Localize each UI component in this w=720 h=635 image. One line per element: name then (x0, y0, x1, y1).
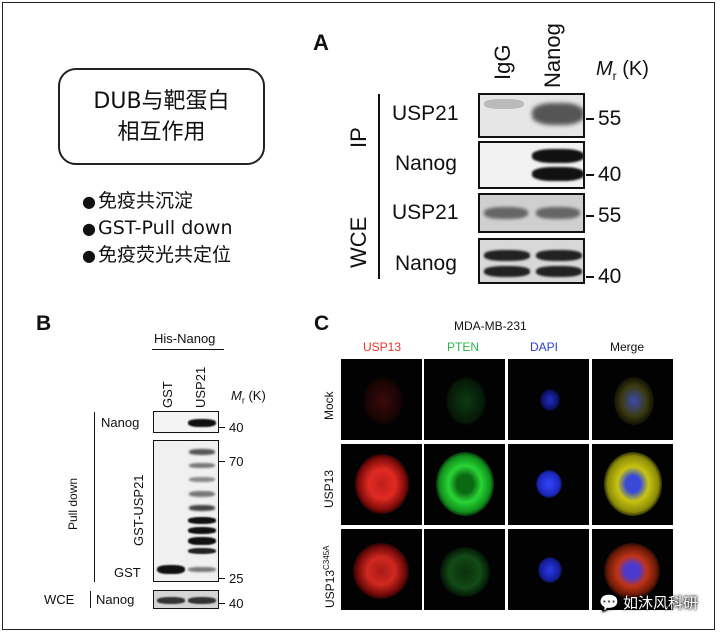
panel-c-row-usp13-mutant: USP13C345A (322, 545, 337, 609)
panel-a-wce-bracket (378, 189, 380, 279)
panel-b-lane-usp21: USP21 (193, 366, 208, 408)
blot-a-wce-nanog (478, 238, 585, 284)
summary-title-line2: 相互作用 (117, 119, 206, 145)
panel-c-col-dapi: DAPI (530, 340, 559, 354)
panel-a-group-wce: WCE (346, 216, 371, 268)
micrograph-usp13-dapi (508, 444, 589, 525)
panel-a-lane-igg: IgG (490, 44, 515, 80)
panel-b-pulldown-bracket (94, 412, 95, 582)
micrograph-mock-usp13 (341, 359, 422, 440)
micrograph-mutant-pten (424, 529, 505, 610)
panel-a-row-label: USP21 (392, 201, 459, 224)
panel-a-mr-label: Mr (K) (596, 58, 649, 83)
panel-b-wce-divider (90, 591, 91, 608)
blot-b-pulldown (153, 440, 219, 582)
summary-bullets: 免疫共沉淀 GST-Pull down 免疫荧光共定位 (82, 188, 233, 269)
blot-a-ip-nanog (478, 141, 585, 189)
panel-b-group-pulldown: Pull down (66, 477, 80, 530)
panel-b-marker: 25 (229, 571, 244, 586)
panel-a-group-ip: IP (346, 127, 371, 148)
panel-a-marker: 40 (598, 163, 622, 186)
blot-a-ip-usp21 (478, 93, 585, 138)
panel-b-wce-row: Nanog (96, 592, 135, 607)
bullet-item: 免疫共沉淀 (82, 188, 233, 215)
micrograph-mutant-usp13 (341, 529, 422, 610)
blot-b-nanog (153, 411, 219, 433)
summary-title-line1: DUB与靶蛋白 (93, 88, 230, 114)
panel-a-marker: 55 (598, 204, 622, 227)
micrograph-mock-merge (592, 359, 673, 440)
panel-b-letter: B (36, 312, 52, 335)
micrograph-mock-dapi (508, 359, 589, 440)
micrograph-usp13-pten (424, 444, 505, 525)
panel-b-row-label: GST (114, 565, 141, 580)
panel-c-row-usp13: USP13 (322, 469, 336, 508)
panel-a-marker: 55 (598, 107, 622, 130)
panel-a-lane-nanog: Nanog (540, 23, 565, 88)
panel-a-letter: A (313, 30, 329, 55)
micrograph-mutant-dapi (508, 529, 589, 610)
panel-b-mr-label: Mr (K) (231, 388, 266, 406)
bullet-item: GST-Pull down (82, 215, 233, 242)
panel-c-col-usp13: USP13 (363, 340, 402, 354)
panel-b-lane-gst: GST (160, 381, 175, 408)
figure-frame (2, 2, 715, 630)
panel-c-col-pten: PTEN (447, 340, 480, 354)
panel-b-bait: His-Nanog (154, 331, 216, 346)
micrograph-mutant-merge (592, 529, 673, 610)
panel-a-ip-bracket (378, 94, 380, 194)
panel-b-marker: 40 (229, 596, 244, 611)
panel-c-cell-line: MDA-MB-231 (454, 319, 527, 333)
bullet-item: 免疫荧光共定位 (82, 242, 233, 269)
panel-a-row-label: Nanog (395, 252, 457, 275)
micrograph-usp13-usp13 (341, 444, 422, 525)
panel-c-col-merge: Merge (610, 340, 645, 354)
watermark: 💬 如沐风科研 (599, 592, 698, 613)
wechat-icon: 💬 (599, 593, 619, 612)
panel-a-marker: 40 (598, 265, 622, 288)
watermark-text: 如沐风科研 (622, 594, 698, 612)
blot-a-wce-usp21 (478, 193, 585, 233)
panel-b-marker: 40 (229, 420, 244, 435)
panel-c-row-mock: Mock (322, 391, 336, 420)
panel-b-bait-line (152, 349, 224, 350)
panel-b-wce-label: WCE (44, 592, 75, 607)
panel-b-row-label: GST-USP21 (131, 474, 146, 546)
panel-b-marker: 70 (229, 454, 244, 469)
panel-c-letter: C (314, 312, 330, 335)
panel-a-row-label: USP21 (392, 102, 459, 125)
summary-box: DUB与靶蛋白 相互作用 (58, 68, 265, 165)
panel-b-row-label: Nanog (101, 415, 140, 430)
micrograph-usp13-merge (592, 444, 673, 525)
micrograph-mock-pten (424, 359, 505, 440)
panel-a-row-label: Nanog (395, 152, 457, 175)
blot-b-wce-nanog (153, 590, 219, 609)
